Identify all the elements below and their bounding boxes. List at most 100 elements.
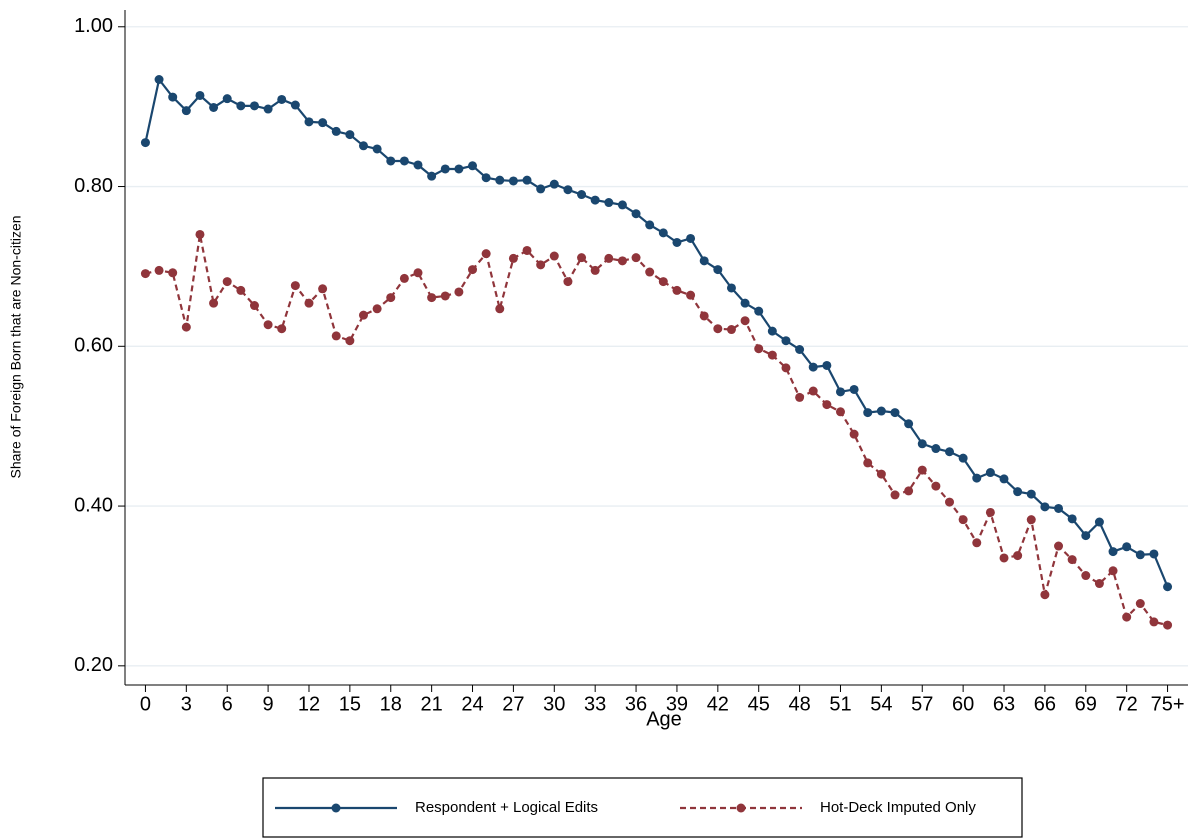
data-point (331, 126, 341, 136)
data-point (522, 175, 532, 185)
data-point (1013, 551, 1023, 561)
data-point (1081, 531, 1091, 541)
data-point (290, 100, 300, 110)
x-tick-label: 15 (339, 693, 361, 715)
data-point (154, 265, 164, 275)
data-point (686, 233, 696, 243)
data-point (358, 141, 368, 151)
data-point (808, 362, 818, 372)
data-point (822, 400, 832, 410)
data-point (904, 486, 914, 496)
x-tick-label: 0 (140, 693, 151, 715)
data-point (304, 117, 314, 127)
data-point (195, 90, 205, 100)
data-point (1149, 549, 1159, 559)
data-point (699, 311, 709, 321)
data-point (917, 465, 927, 475)
x-tick-label: 63 (993, 693, 1015, 715)
data-point (386, 156, 396, 166)
data-point (318, 284, 328, 294)
data-point (590, 195, 600, 205)
data-point (876, 469, 886, 479)
data-point (1054, 503, 1064, 513)
data-point (713, 265, 723, 275)
data-point (945, 447, 955, 457)
data-point (781, 336, 791, 346)
data-point (209, 102, 219, 112)
data-point (468, 161, 478, 171)
data-point (713, 324, 723, 334)
data-point (740, 316, 750, 326)
data-point (590, 265, 600, 275)
data-point (1135, 550, 1145, 560)
data-point (617, 200, 627, 210)
data-point (931, 481, 941, 491)
data-point (249, 101, 259, 111)
series-line (145, 234, 1168, 627)
data-point (849, 429, 859, 439)
data-point (754, 306, 764, 316)
data-point (386, 293, 396, 303)
data-point (1040, 502, 1050, 512)
y-tick-label: 0.60 (74, 335, 113, 357)
data-point (304, 298, 314, 308)
data-point (454, 287, 464, 297)
data-point (999, 553, 1009, 563)
legend-box (262, 777, 1023, 838)
data-point (168, 268, 178, 278)
data-point (195, 229, 205, 239)
data-point (522, 245, 532, 255)
x-tick-label: 69 (1075, 693, 1097, 715)
data-point (699, 256, 709, 266)
data-point (822, 360, 832, 370)
data-point (645, 267, 655, 277)
data-point (318, 118, 328, 128)
data-point (631, 253, 641, 263)
data-point (440, 291, 450, 301)
data-point (495, 304, 505, 314)
x-tick-label: 51 (829, 693, 851, 715)
data-point (1163, 582, 1173, 592)
y-tick-label: 1.00 (74, 15, 113, 37)
data-point (863, 458, 873, 468)
data-point (372, 304, 382, 314)
y-tick-label: 0.80 (74, 175, 113, 197)
data-point (481, 173, 491, 183)
data-point (958, 453, 968, 463)
x-tick-label: 75+ (1151, 693, 1185, 715)
data-point (181, 322, 191, 332)
data-point (222, 94, 232, 104)
data-point (1081, 571, 1091, 581)
data-point (658, 228, 668, 238)
x-tick-label: 36 (625, 693, 647, 715)
data-point (1094, 579, 1104, 589)
data-point (577, 253, 587, 263)
x-tick-label: 39 (666, 693, 688, 715)
legend-marker (736, 803, 746, 813)
data-point (985, 507, 995, 517)
data-point (985, 468, 995, 478)
data-point (413, 268, 423, 278)
data-point (795, 344, 805, 354)
data-point (672, 237, 682, 247)
data-point (604, 198, 614, 208)
x-tick-label: 33 (584, 693, 606, 715)
data-point (508, 253, 518, 263)
data-point (740, 298, 750, 308)
x-tick-label: 42 (707, 693, 729, 715)
data-point (154, 74, 164, 84)
data-point (399, 156, 409, 166)
data-point (604, 253, 614, 263)
data-point (263, 320, 273, 330)
legend-label: Hot-Deck Imputed Only (820, 799, 976, 816)
data-point (290, 281, 300, 291)
data-point (767, 326, 777, 336)
x-tick-label: 12 (298, 693, 320, 715)
data-point (1122, 542, 1132, 552)
data-point (1135, 599, 1145, 609)
legend-label: Respondent + Logical Edits (415, 799, 598, 816)
x-tick-label: 18 (380, 693, 402, 715)
data-point (222, 277, 232, 287)
data-point (427, 293, 437, 303)
